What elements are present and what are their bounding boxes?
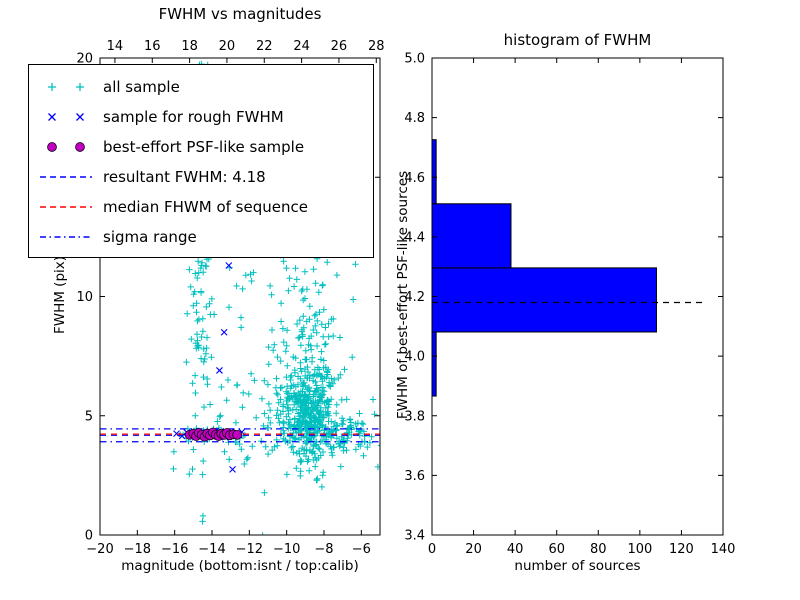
tick-label: 14 [107, 39, 124, 54]
dashdot-line-icon [37, 226, 95, 248]
tick-label: 24 [293, 39, 310, 54]
legend-item-median-fwhm: median FHWM of sequence [37, 192, 369, 222]
dashed-line-icon [37, 196, 95, 218]
legend-label: resultant FWHM: 4.18 [103, 168, 266, 186]
tick-label: 20 [465, 542, 482, 557]
right-plot-xlabel: number of sources [514, 558, 641, 574]
axis-tick-labels: −20 −18 −16 −14 −12 −10 −8 −6 14 16 18 20 22 24 26 28 0 5… [76, 39, 735, 557]
histogram-bar [431, 331, 437, 397]
legend-item-rough-fwhm: sample for rough FWHM [37, 102, 369, 132]
legend-label: best-effort PSF-like sample [103, 138, 305, 156]
legend-item-sigma-range: sigma range [37, 222, 369, 252]
tick-label: 28 [368, 39, 385, 54]
tick-label: 100 [627, 542, 652, 557]
tick-label: 16 [144, 39, 161, 54]
legend-item-resultant-fwhm: resultant FWHM: 4.18 [37, 162, 369, 192]
tick-label: 0 [85, 529, 93, 544]
tick-label: −18 [124, 542, 151, 557]
legend-label: sigma range [103, 228, 197, 246]
tick-label: 4.0 [404, 350, 425, 365]
left-plot-xlabel: magnitude (bottom:isnt / top:calib) [121, 558, 359, 574]
scatter-psf-sample [184, 427, 243, 442]
tick-label: 40 [507, 542, 524, 557]
legend-item-psf-sample: best-effort PSF-like sample [37, 132, 369, 162]
legend-label: all sample [103, 78, 180, 96]
tick-label: 20 [76, 52, 93, 67]
tick-label: 120 [669, 542, 694, 557]
tick-label: 5 [85, 409, 93, 424]
tick-label: −14 [198, 542, 225, 557]
histogram-bar [431, 267, 657, 333]
circle-marker-icon [37, 136, 95, 158]
histogram-bar [431, 203, 512, 269]
left-plot-data [100, 60, 380, 535]
tick-label: 4.6 [404, 171, 425, 186]
tick-label: 3.8 [404, 409, 425, 424]
tick-label: 26 [331, 39, 348, 54]
dashed-line-icon [37, 166, 95, 188]
tick-label: 4.4 [404, 230, 425, 245]
tick-label: 80 [590, 542, 607, 557]
tick-label: −6 [352, 542, 371, 557]
tick-label: −8 [314, 542, 333, 557]
tick-label: 0 [428, 542, 436, 557]
histogram-bars [431, 139, 657, 397]
tick-label: 140 [711, 542, 736, 557]
plus-marker-icon [37, 76, 95, 98]
tick-label: 18 [181, 39, 198, 54]
tick-label: 4.8 [404, 111, 425, 126]
tick-label: 4.2 [404, 290, 425, 305]
tick-label: −12 [236, 542, 263, 557]
tick-label: 10 [76, 290, 93, 305]
legend-label: median FHWM of sequence [103, 198, 308, 216]
tick-label: 22 [256, 39, 273, 54]
legend-box: all sample sample for rough FWHM best-ef… [28, 64, 374, 258]
tick-label: 60 [548, 542, 565, 557]
x-marker-icon [37, 106, 95, 128]
tick-label: 3.6 [404, 469, 425, 484]
axis-ticks [99, 57, 724, 536]
left-plot-title: FWHM vs magnitudes [158, 5, 322, 23]
tick-label: 20 [219, 39, 236, 54]
histogram-bar [431, 139, 437, 205]
tick-label: −20 [86, 542, 113, 557]
tick-label: 3.4 [404, 529, 425, 544]
legend-item-all-sample: all sample [37, 72, 369, 102]
legend-label: sample for rough FWHM [103, 108, 284, 126]
tick-label: −10 [273, 542, 300, 557]
tick-label: −16 [161, 542, 188, 557]
tick-label: 5.0 [404, 52, 425, 67]
right-plot-title: histogram of FWHM [503, 31, 652, 49]
